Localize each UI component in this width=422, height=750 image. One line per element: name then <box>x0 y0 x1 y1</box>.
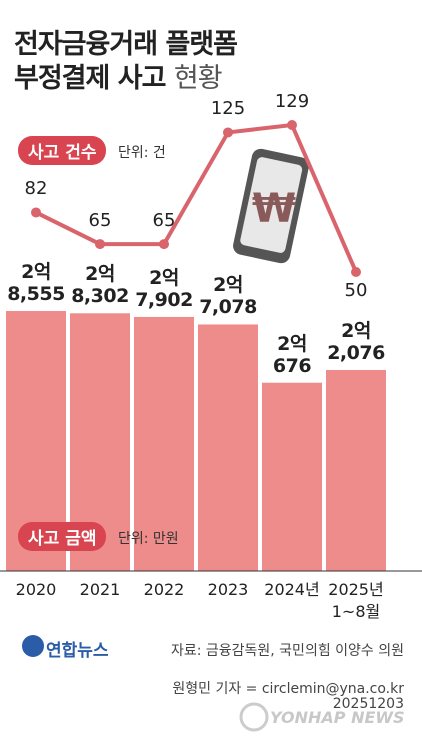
byline: 원형민 기자 = circlemin@yna.co.kr <box>172 681 404 697</box>
point <box>31 207 41 218</box>
value-label: 2억 7,902 <box>135 266 193 311</box>
x-tick-label: 2024년 <box>264 580 320 599</box>
point <box>287 120 297 130</box>
value-label: 82 <box>24 178 48 200</box>
x-tick-label: 2020 <box>15 580 57 599</box>
svg-text:₩: ₩ <box>252 186 296 232</box>
value-label: 2억 2,076 <box>327 319 385 364</box>
bar <box>262 382 322 571</box>
point <box>159 239 169 250</box>
date: 20251203 <box>332 696 404 712</box>
bar <box>134 316 194 571</box>
value-label: 125 <box>210 98 246 120</box>
bar <box>198 324 258 571</box>
logo: 연합뉴스 <box>46 641 109 661</box>
bar <box>326 369 386 571</box>
title-suffix: 현황 <box>173 63 223 94</box>
point <box>351 266 361 277</box>
x-tick-label: 2021 <box>79 580 121 599</box>
watermark: YONHAP NEWS <box>270 708 405 727</box>
title: 부정결제 사고 현황 <box>14 56 223 95</box>
point <box>223 127 233 138</box>
value-label: 65 <box>152 210 176 232</box>
value-label: 65 <box>88 210 112 232</box>
value-label: 50 <box>344 279 368 301</box>
x-tick-label: 2023 <box>207 580 249 599</box>
series-label: 사고 금액 <box>18 522 107 551</box>
value-label: 2억 8,302 <box>71 263 129 308</box>
point <box>95 239 105 250</box>
value-label: 2억 7,078 <box>199 274 257 319</box>
title: 전자금융거래 플랫폼 <box>14 29 238 60</box>
phone-icon: ₩ <box>233 148 309 264</box>
title: 부정결제 사고 <box>14 63 166 94</box>
series-label: 사고 건수 <box>18 136 107 165</box>
series-unit: 단위: 건 <box>118 145 166 161</box>
source: 자료: 금융감독원, 국민의힘 이양수 의원 <box>170 643 404 659</box>
x-tick-label: 2025년 1~8월 <box>328 580 384 621</box>
value-label: 2억 676 <box>272 332 312 377</box>
value-label: 129 <box>274 91 310 112</box>
line <box>35 122 358 273</box>
watermark-logo <box>239 702 269 732</box>
logo-mark <box>22 635 44 657</box>
x-tick-label: 2022 <box>143 580 185 599</box>
series-unit: 단위: 만원 <box>118 531 179 547</box>
value-label: 2억 8,555 <box>7 261 65 305</box>
